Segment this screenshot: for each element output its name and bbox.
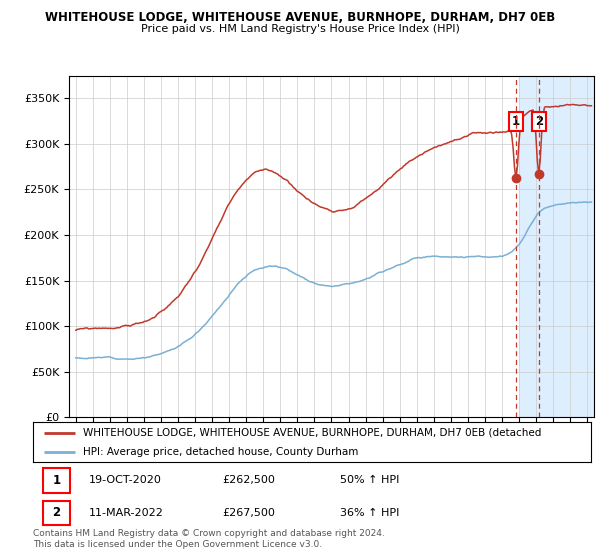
Text: WHITEHOUSE LODGE, WHITEHOUSE AVENUE, BURNHOPE, DURHAM, DH7 0EB: WHITEHOUSE LODGE, WHITEHOUSE AVENUE, BUR… — [45, 11, 555, 24]
Text: 50% ↑ HPI: 50% ↑ HPI — [340, 475, 399, 485]
Bar — [519, 76, 594, 417]
Text: HPI: Average price, detached house, County Durham: HPI: Average price, detached house, Coun… — [83, 447, 359, 457]
Text: 11-MAR-2022: 11-MAR-2022 — [89, 508, 164, 518]
Text: 1: 1 — [512, 115, 520, 128]
Text: 2: 2 — [535, 115, 543, 128]
Text: Contains HM Land Registry data © Crown copyright and database right 2024.
This d: Contains HM Land Registry data © Crown c… — [33, 529, 385, 549]
Text: Price paid vs. HM Land Registry's House Price Index (HPI): Price paid vs. HM Land Registry's House … — [140, 24, 460, 34]
Text: WHITEHOUSE LODGE, WHITEHOUSE AVENUE, BURNHOPE, DURHAM, DH7 0EB (detached: WHITEHOUSE LODGE, WHITEHOUSE AVENUE, BUR… — [83, 428, 542, 438]
Text: 36% ↑ HPI: 36% ↑ HPI — [340, 508, 399, 518]
Text: £262,500: £262,500 — [223, 475, 275, 485]
FancyBboxPatch shape — [43, 501, 70, 525]
Text: 2: 2 — [52, 506, 61, 519]
Text: £267,500: £267,500 — [223, 508, 275, 518]
Text: 1: 1 — [52, 474, 61, 487]
FancyBboxPatch shape — [43, 468, 70, 493]
Text: 19-OCT-2020: 19-OCT-2020 — [89, 475, 161, 485]
